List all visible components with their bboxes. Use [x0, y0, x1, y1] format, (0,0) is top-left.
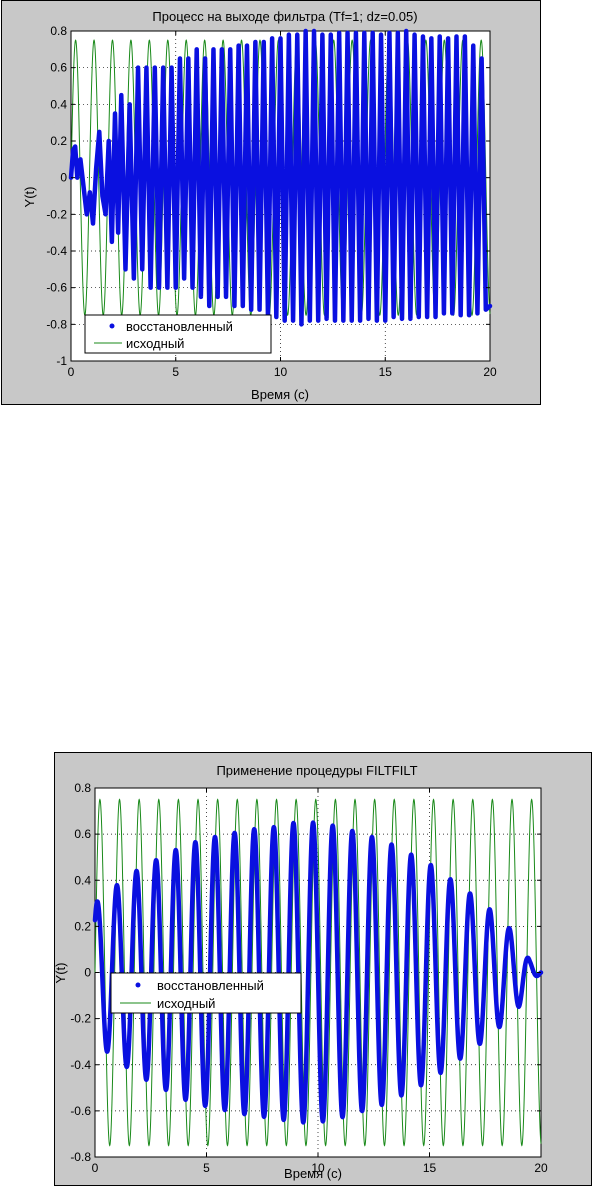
legend-marker-restored [109, 323, 115, 329]
x-tick-label: 10 [274, 365, 288, 379]
y-tick-label: 0.6 [74, 827, 91, 841]
legend-box [84, 314, 272, 354]
y-tick-label: 0.2 [74, 919, 91, 933]
legend-label-original: исходный [126, 336, 184, 351]
legend-box [110, 972, 302, 1014]
legend-label-restored: восстановленный [126, 319, 233, 334]
x-tick-label: 5 [203, 1161, 210, 1175]
y-tick-label: 0.4 [50, 97, 67, 111]
y-axis-label: Y(t) [22, 187, 37, 208]
chart-title: Процесс на выходе фильтра (Tf=1; dz=0.05… [152, 9, 417, 24]
series-restored [68, 28, 493, 327]
x-tick-label: 15 [423, 1161, 437, 1175]
y-tick-label: -0.4 [46, 244, 67, 258]
y-tick-label: 0 [60, 171, 67, 185]
y-tick-label: -0.8 [70, 1150, 91, 1164]
y-tick-label: 0.6 [50, 61, 67, 75]
x-axis-label: Время (с) [251, 387, 309, 402]
y-tick-label: -0.2 [46, 207, 67, 221]
chart-filter-output: Процесс на выходе фильтра (Tf=1; dz=0.05… [1, 0, 541, 405]
y-tick-label: 0.4 [74, 873, 91, 887]
y-tick-label: 0.2 [50, 134, 67, 148]
x-tick-label: 15 [379, 365, 393, 379]
series-original [94, 798, 542, 1147]
axis-ticks: 0 5 10 15 20 -0.8 -0.6 -0.4 -0.2 0 0.2 0.4 0.6 0.8 [70, 781, 548, 1175]
legend-label-restored: восстановленный [157, 978, 264, 993]
y-tick-label: -0.4 [70, 1058, 91, 1072]
x-tick-label: 5 [172, 365, 179, 379]
y-tick-label: 0.8 [74, 781, 91, 795]
axis-ticks: 0 5 10 15 20 -1 -0.8 -0.6 -0.4 -0.2 0 0.2 0.4 0.6 0.8 [46, 24, 497, 379]
series-restored [92, 820, 544, 1125]
x-tick-label: 20 [483, 365, 497, 379]
y-tick-label: -1 [56, 354, 67, 368]
y-tick-label: -0.6 [46, 281, 67, 295]
x-tick-label: 0 [68, 365, 75, 379]
x-tick-label: 10 [311, 1161, 325, 1175]
chart-filtfilt: Применение процедуры FILTFILT 0 5 10 15 20 -0… [54, 752, 592, 1186]
legend: восстановленный исходный [110, 972, 302, 1014]
chart-filtfilt-svg: Применение процедуры FILTFILT 0 5 10 15 20 -0… [55, 763, 548, 1181]
x-axis-label: Время (с) [284, 1166, 342, 1181]
y-tick-label: -0.8 [46, 317, 67, 331]
x-tick-label: 0 [92, 1161, 99, 1175]
x-tick-label: 20 [534, 1161, 548, 1175]
legend-marker-restored [135, 982, 141, 988]
y-axis-label: Y(t) [55, 963, 68, 984]
y-tick-label: 0.8 [50, 24, 67, 38]
series-line-restored [68, 28, 493, 327]
y-tick-label: 0 [84, 966, 91, 980]
chart-title: Применение процедуры FILTFILT [216, 763, 417, 778]
legend-label-original: исходный [157, 996, 215, 1011]
series-line-restored [92, 820, 544, 1125]
chart-filter-output-svg: Процесс на выходе фильтра (Tf=1; dz=0.05… [22, 9, 497, 402]
y-tick-label: -0.2 [70, 1012, 91, 1026]
legend: восстановленный исходный [84, 314, 272, 354]
series-line-original [94, 798, 542, 1147]
y-tick-label: -0.6 [70, 1104, 91, 1118]
